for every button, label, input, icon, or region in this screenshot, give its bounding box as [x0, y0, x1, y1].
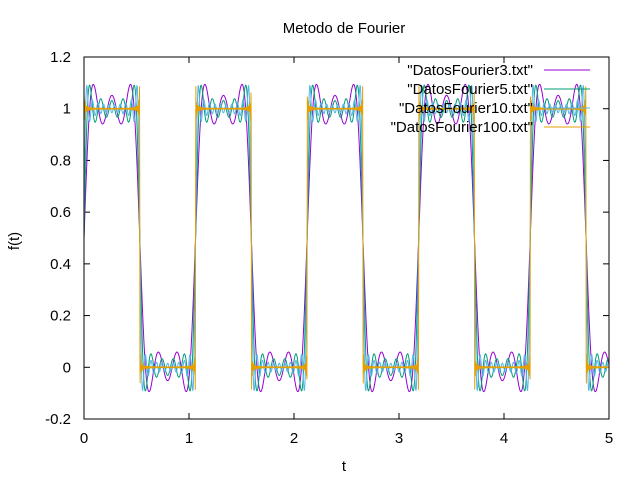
legend-label: "DatosFourier5.txt" [407, 81, 533, 98]
y-tick-label: 0.4 [50, 256, 71, 273]
x-tick-label: 0 [80, 430, 88, 447]
y-tick-label: 0.2 [50, 308, 71, 325]
legend: "DatosFourier3.txt" "DatosFourier5.txt" "D… [391, 62, 590, 136]
series-layer [83, 83, 610, 393]
y-tick-label: 1 [63, 101, 71, 118]
y-tick-label: -0.2 [45, 411, 71, 428]
y-tick-label: 0.8 [50, 152, 71, 169]
x-tick-label: 3 [395, 430, 403, 447]
x-tick-label: 5 [605, 430, 613, 447]
axis-ticks: 0 1 2 3 4 5 -0.2 0 0.2 0.4 0.6 0.8 1 1.2 [45, 49, 613, 447]
x-tick-label: 2 [290, 430, 298, 447]
series-line-3 [83, 84, 610, 392]
legend-label: "DatosFourier3.txt" [407, 62, 533, 79]
chart-title: Metodo de Fourier [283, 20, 406, 37]
y-tick-label: 0 [63, 359, 71, 376]
legend-label: "DatosFourier100.txt" [391, 119, 533, 136]
x-tick-label: 1 [185, 430, 193, 447]
plot-frame [83, 56, 610, 420]
x-axis-label: t [342, 458, 347, 475]
y-axis-label: f(t) [6, 232, 23, 250]
legend-label: "DatosFourier10.txt" [399, 100, 533, 117]
y-tick-label: 0.6 [50, 204, 71, 221]
x-tick-label: 4 [500, 430, 508, 447]
y-tick-label: 1.2 [50, 49, 71, 66]
series-line-4 [83, 85, 610, 391]
